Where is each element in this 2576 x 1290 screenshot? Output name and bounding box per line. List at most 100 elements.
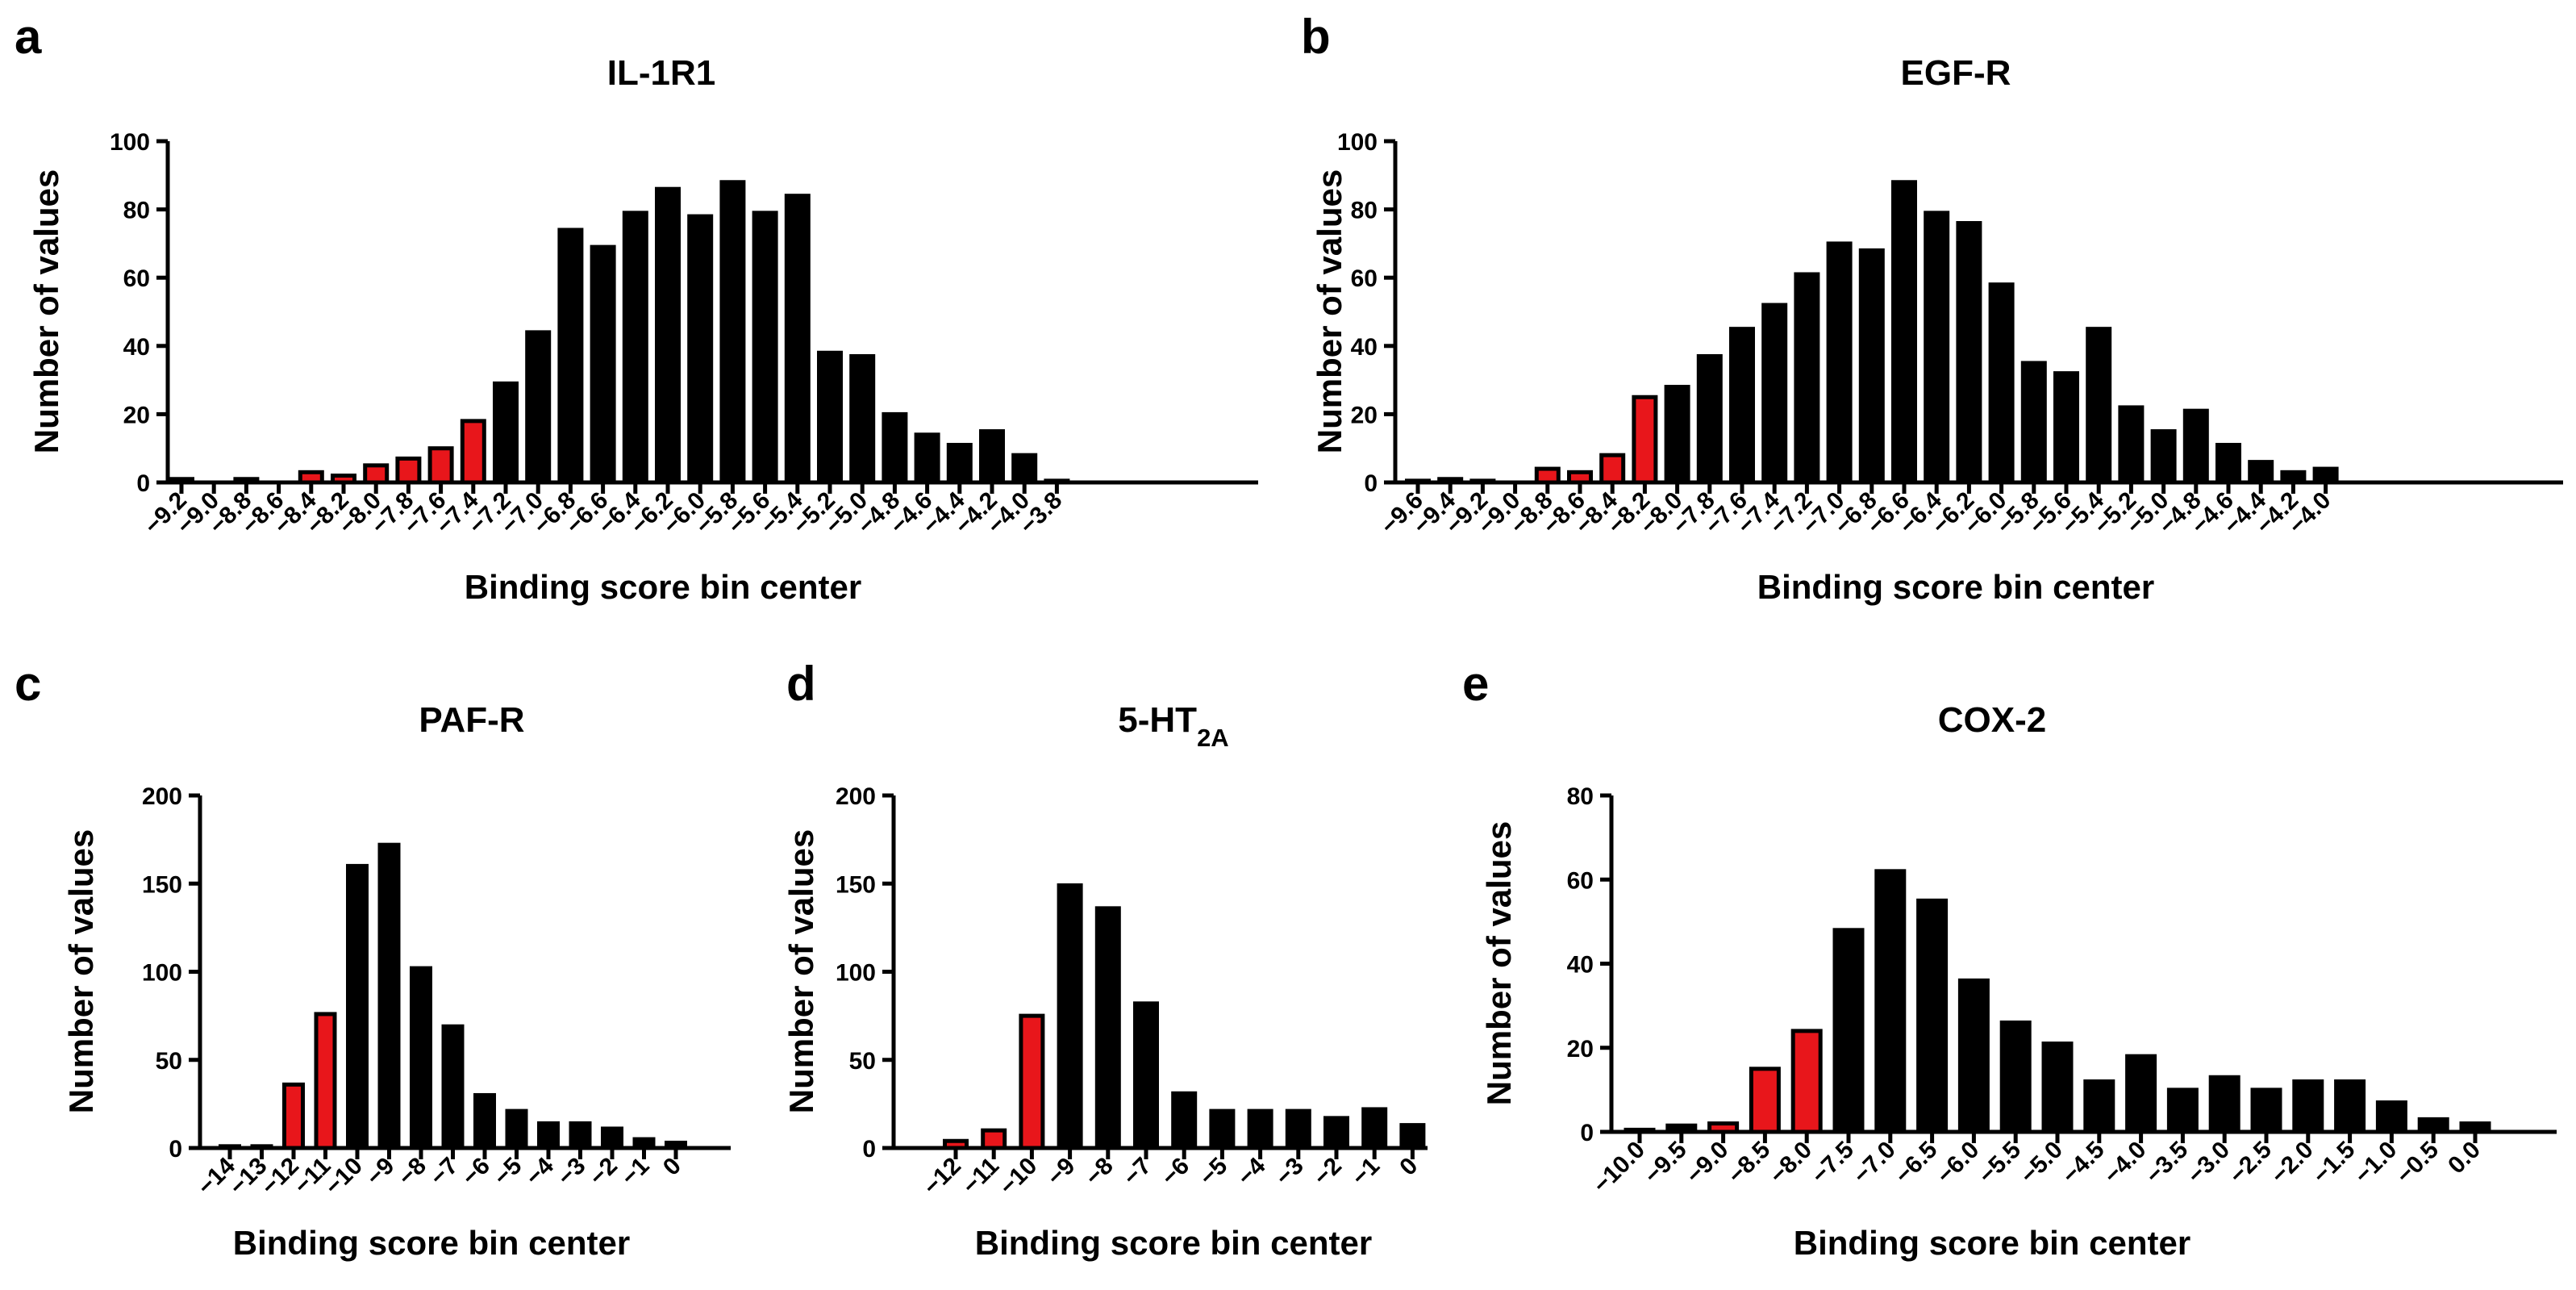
bar [1323,1116,1349,1150]
y-tick-label: 40 [1351,334,1378,361]
chart-title-subscript: 2A [1197,724,1229,752]
x-tick-label: −8 [1080,1153,1119,1192]
x-tick-label: −8.5 [1723,1137,1775,1189]
bar [410,966,432,1150]
y-tick-label: 150 [836,871,876,898]
y-tick-label: 20 [1351,402,1378,428]
chart-title: EGF-R [1901,53,2011,93]
bar [395,456,422,485]
bar [1534,466,1561,485]
x-tick-label: −4.0 [2099,1137,2151,1189]
bar [2118,405,2145,485]
bar [2375,1100,2407,1134]
bar [505,1108,528,1150]
bar [1956,221,1982,485]
bar [314,1012,337,1150]
panel-letter: c [15,657,41,711]
bar [1999,1020,2032,1134]
bar [1665,1123,1698,1134]
bar [1891,180,1917,485]
bar [2041,1042,2074,1134]
bar [622,211,648,485]
y-tick-label: 60 [1567,867,1594,894]
bar [525,330,552,485]
bar [2166,1088,2199,1134]
y-tick-label: 80 [1351,198,1378,224]
panel-letter: e [1462,657,1489,711]
x-tick-label: −3.0 [2182,1137,2235,1189]
y-tick-label: 200 [142,783,182,810]
y-axis-label: Number of values [1311,169,1348,453]
bar [1019,1013,1045,1150]
x-tick-label: −2.5 [2224,1137,2277,1189]
x-tick-label: −10 [320,1153,368,1200]
x-tick-label: −1 [1347,1153,1386,1192]
bar [1916,898,1949,1134]
x-tick-label: −12 [919,1153,966,1200]
bar [250,1144,273,1150]
y-tick-label: 20 [123,402,150,428]
y-tick-label: 80 [123,198,150,224]
bar [569,1121,592,1150]
bar [601,1126,623,1150]
bar [427,446,454,485]
bar [2208,1075,2240,1134]
bar [1988,282,2015,485]
chart-panel-c: cPAF-R050100150200−14−13−12−11−10−9−8−7−… [15,657,731,1262]
bar [882,411,908,485]
bar [943,1138,969,1150]
bar [1624,1127,1656,1134]
y-axis-label: Number of values [1480,821,1518,1105]
x-tick-label: −6 [1157,1153,1195,1192]
y-tick-label: 0 [169,1136,182,1163]
bar [1874,869,1907,1134]
x-tick-label: −11 [957,1153,1004,1200]
x-axis-label: Binding score bin center [465,568,861,606]
bar [632,1137,656,1150]
chart-title: IL-1R1 [607,53,715,93]
bar [557,228,584,485]
y-tick-label: 40 [123,334,150,361]
bar [1749,1067,1781,1134]
bar [2083,1079,2115,1134]
bar [665,1140,687,1150]
bar [2182,408,2209,485]
bar [219,1144,241,1150]
y-tick-label: 40 [1567,952,1594,979]
bar [363,463,390,485]
y-tick-label: 0 [862,1136,876,1163]
y-axis-label: Number of values [782,829,820,1113]
x-tick-label: −7.0 [1849,1137,1901,1189]
bar [1057,883,1083,1150]
bar [2086,327,2112,485]
bar [590,244,616,485]
y-tick-label: 20 [1567,1036,1594,1062]
bar [473,1092,496,1150]
bar [655,186,681,485]
bar [1826,241,1853,485]
bar [2334,1079,2366,1134]
bar [1832,928,1865,1134]
bar [2280,470,2307,485]
x-axis-label: Binding score bin center [233,1224,630,1262]
bar [169,477,194,485]
chart-title: 5-HT2A [1118,700,1228,752]
bar [1790,1029,1823,1134]
x-tick-label: −9.0 [1681,1137,1733,1189]
bar [1405,478,1431,485]
bar [1399,1123,1426,1150]
chart-title: COX-2 [1938,700,2046,740]
x-tick-label: −1 [616,1153,655,1192]
bar [282,1082,305,1150]
bar [233,477,260,485]
bar [1858,248,1885,485]
chart-title-text: COX-2 [1938,700,2046,740]
bar [1011,453,1038,485]
bar [298,470,324,485]
bar [1285,1108,1311,1150]
bar [1133,1001,1159,1150]
bar [346,863,369,1150]
y-tick-label: 60 [1351,265,1378,292]
x-axis-label: Binding score bin center [975,1224,1372,1262]
